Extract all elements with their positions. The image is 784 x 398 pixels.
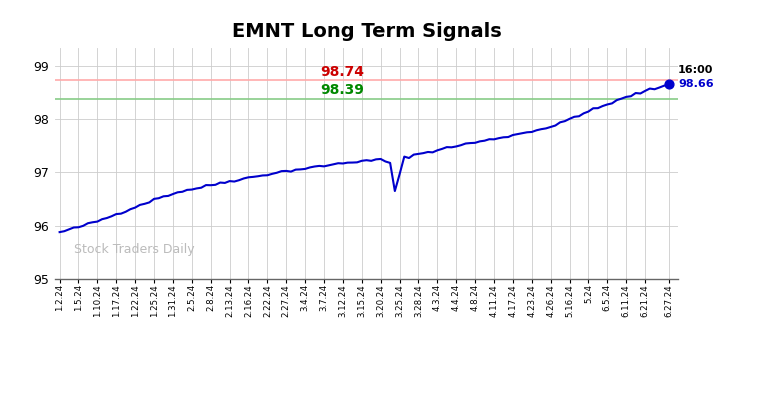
Point	[662, 81, 675, 88]
Text: Stock Traders Daily: Stock Traders Daily	[74, 242, 194, 256]
Text: 98.39: 98.39	[320, 83, 364, 97]
Title: EMNT Long Term Signals: EMNT Long Term Signals	[231, 21, 502, 41]
Text: 16:00: 16:00	[678, 65, 713, 75]
Text: 98.66: 98.66	[678, 79, 713, 90]
Text: 98.74: 98.74	[320, 64, 364, 78]
